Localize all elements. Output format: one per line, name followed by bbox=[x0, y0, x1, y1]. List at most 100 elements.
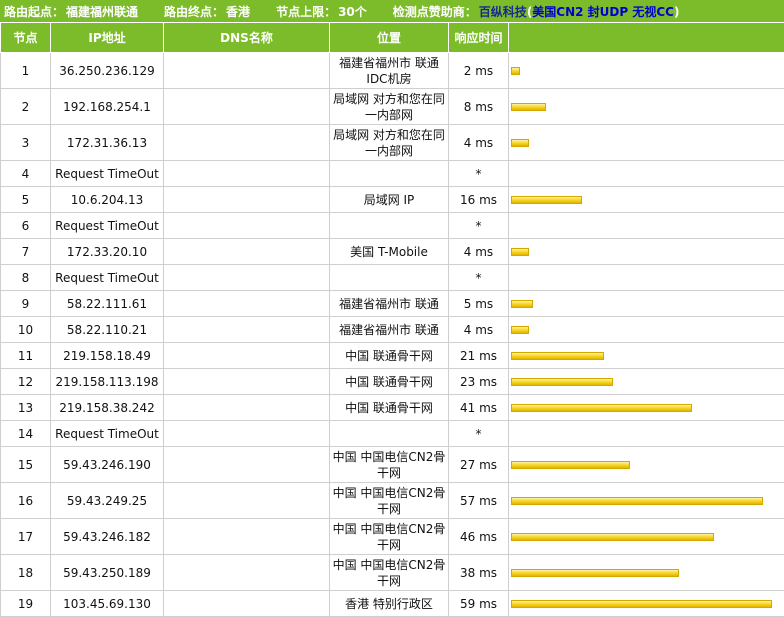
location-cell: 中国 中国电信CN2骨干网 bbox=[330, 519, 449, 555]
response-time-cell: 4 ms bbox=[449, 317, 509, 343]
response-time-cell: 8 ms bbox=[449, 89, 509, 125]
ip-cell: 59.43.246.190 bbox=[51, 447, 164, 483]
response-time-cell: 23 ms bbox=[449, 369, 509, 395]
ip-cell: 59.43.249.25 bbox=[51, 483, 164, 519]
hop-cell: 7 bbox=[1, 239, 51, 265]
ip-cell: 58.22.111.61 bbox=[51, 291, 164, 317]
location-cell: 中国 联通骨干网 bbox=[330, 369, 449, 395]
sponsor-promo-link[interactable]: 美国CN2 封UDP 无视CC bbox=[532, 5, 674, 19]
latency-bar-cell bbox=[509, 369, 784, 395]
location-cell: 中国 中国电信CN2骨干网 bbox=[330, 555, 449, 591]
response-time-cell: 59 ms bbox=[449, 591, 509, 617]
route-end: 路由终点：香港 bbox=[164, 3, 250, 20]
latency-bar-cell bbox=[509, 421, 784, 447]
hop-cell: 10 bbox=[1, 317, 51, 343]
ip-cell: 10.6.204.13 bbox=[51, 187, 164, 213]
dns-cell bbox=[164, 555, 330, 591]
column-header-ip: IP地址 bbox=[51, 23, 164, 53]
dns-cell bbox=[164, 291, 330, 317]
ip-cell: 58.22.110.21 bbox=[51, 317, 164, 343]
latency-bar-cell bbox=[509, 317, 784, 343]
ip-cell: 219.158.38.242 bbox=[51, 395, 164, 421]
sponsor: 检测点赞助商：百纵科技(美国CN2 封UDP 无视CC) bbox=[393, 3, 680, 20]
latency-bar-cell bbox=[509, 291, 784, 317]
latency-bar-cell bbox=[509, 591, 784, 617]
latency-bar bbox=[511, 139, 529, 147]
latency-bar bbox=[511, 404, 692, 412]
node-limit: 节点上限：30个 bbox=[276, 3, 367, 20]
ip-cell: 172.33.20.10 bbox=[51, 239, 164, 265]
latency-bar-cell bbox=[509, 239, 784, 265]
hop-cell: 17 bbox=[1, 519, 51, 555]
hop-cell: 18 bbox=[1, 555, 51, 591]
response-time-cell: 4 ms bbox=[449, 125, 509, 161]
node-limit-value: 30个 bbox=[338, 5, 367, 19]
latency-bar-cell bbox=[509, 125, 784, 161]
location-cell: 福建省福州市 联通 bbox=[330, 291, 449, 317]
location-cell bbox=[330, 161, 449, 187]
column-header-response-time: 响应时间 bbox=[449, 23, 509, 53]
response-time-cell: 21 ms bbox=[449, 343, 509, 369]
response-time-cell: 4 ms bbox=[449, 239, 509, 265]
ip-cell: 103.45.69.130 bbox=[51, 591, 164, 617]
dns-cell bbox=[164, 519, 330, 555]
dns-cell bbox=[164, 161, 330, 187]
latency-bar bbox=[511, 533, 714, 541]
route-start: 路由起点：福建福州联通 bbox=[4, 3, 138, 20]
latency-bar bbox=[511, 600, 772, 608]
dns-cell bbox=[164, 265, 330, 291]
dns-cell bbox=[164, 239, 330, 265]
latency-bar bbox=[511, 569, 679, 577]
location-cell: 局域网 对方和您在同一内部网 bbox=[330, 89, 449, 125]
response-time-cell: 2 ms bbox=[449, 53, 509, 89]
latency-bar bbox=[511, 326, 529, 334]
column-header-hop: 节点 bbox=[1, 23, 51, 53]
dns-cell bbox=[164, 89, 330, 125]
latency-bar bbox=[511, 300, 533, 308]
location-cell: 福建省福州市 联通IDC机房 bbox=[330, 53, 449, 89]
location-cell bbox=[330, 421, 449, 447]
dns-cell bbox=[164, 421, 330, 447]
hop-cell: 6 bbox=[1, 213, 51, 239]
ip-cell: 219.158.18.49 bbox=[51, 343, 164, 369]
sponsor-name-link[interactable]: 百纵科技 bbox=[479, 5, 527, 19]
latency-bar-cell bbox=[509, 161, 784, 187]
location-cell bbox=[330, 265, 449, 291]
hop-cell: 5 bbox=[1, 187, 51, 213]
ip-cell: Request TimeOut bbox=[51, 213, 164, 239]
dns-cell bbox=[164, 369, 330, 395]
response-time-cell: 38 ms bbox=[449, 555, 509, 591]
dns-cell bbox=[164, 125, 330, 161]
latency-bar bbox=[511, 378, 613, 386]
hop-cell: 4 bbox=[1, 161, 51, 187]
ip-cell: 192.168.254.1 bbox=[51, 89, 164, 125]
hop-cell: 19 bbox=[1, 591, 51, 617]
location-cell: 局域网 对方和您在同一内部网 bbox=[330, 125, 449, 161]
response-time-cell: 16 ms bbox=[449, 187, 509, 213]
route-start-value: 福建福州联通 bbox=[66, 5, 138, 19]
ip-cell: 219.158.113.198 bbox=[51, 369, 164, 395]
response-time-cell: 46 ms bbox=[449, 519, 509, 555]
latency-bar-cell bbox=[509, 187, 784, 213]
response-time-cell: * bbox=[449, 421, 509, 447]
ip-cell: 36.250.236.129 bbox=[51, 53, 164, 89]
column-header-location: 位置 bbox=[330, 23, 449, 53]
dns-cell bbox=[164, 343, 330, 369]
hop-cell: 13 bbox=[1, 395, 51, 421]
dns-cell bbox=[164, 483, 330, 519]
latency-bar-cell bbox=[509, 343, 784, 369]
response-time-cell: * bbox=[449, 265, 509, 291]
dns-cell bbox=[164, 447, 330, 483]
location-cell: 中国 联通骨干网 bbox=[330, 343, 449, 369]
